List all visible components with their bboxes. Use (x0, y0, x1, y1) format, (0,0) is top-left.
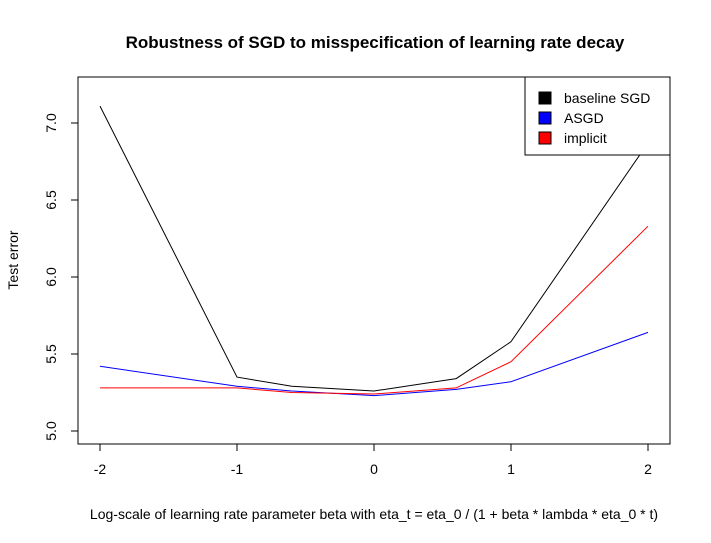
legend-label: implicit (564, 130, 607, 146)
y-axis: 5.0 5.5 6.0 6.5 7.0 (43, 113, 79, 441)
x-tick-label: 0 (370, 461, 378, 477)
legend: baseline SGD ASGD implicit (524, 76, 671, 156)
series-line-baseline-sgd (99, 105, 649, 392)
y-tick-label: 6.0 (43, 267, 59, 287)
x-axis: -2 -1 0 1 2 (94, 443, 652, 477)
x-axis-label: Log-scale of learning rate parameter bet… (90, 506, 658, 522)
legend-label: baseline SGD (564, 90, 650, 106)
y-axis-label: Test error (5, 230, 21, 289)
y-tick-label: 7.0 (43, 113, 59, 133)
legend-label: ASGD (564, 110, 604, 126)
series-line-asgd (99, 331, 649, 397)
y-tick-label: 5.5 (43, 344, 59, 364)
y-tick-label: 6.5 (43, 190, 59, 210)
x-tick-label: 2 (644, 461, 652, 477)
x-tick-label: -1 (231, 461, 244, 477)
y-tick-label: 5.0 (43, 421, 59, 441)
x-tick-label: -2 (94, 461, 107, 477)
legend-swatch (538, 131, 552, 145)
series-line-implicit (100, 225, 649, 395)
legend-swatch (538, 91, 552, 105)
legend-swatch (538, 111, 552, 125)
series-lines (99, 105, 649, 397)
x-tick-label: 1 (507, 461, 515, 477)
chart-title: Robustness of SGD to misspecification of… (126, 33, 625, 52)
